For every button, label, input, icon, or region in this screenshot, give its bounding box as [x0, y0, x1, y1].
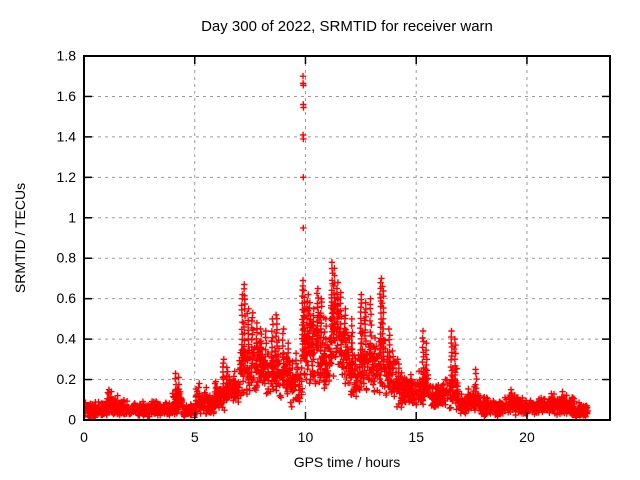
y-tick-label: 0.2	[57, 371, 77, 387]
x-axis-label: GPS time / hours	[294, 454, 401, 470]
y-tick-label: 0.8	[57, 250, 77, 266]
y-tick-label: 0.4	[57, 331, 77, 347]
x-tick-label: 15	[408, 429, 424, 445]
y-tick-label: 1.8	[57, 48, 77, 64]
y-tick-label: 1	[68, 209, 76, 225]
y-tick-labels: 0 0.2 0.4 0.6 0.8 1 1.2 1.4 1.6 1.8	[57, 48, 77, 428]
x-tick-label: 0	[80, 429, 88, 445]
plot-border	[83, 55, 611, 421]
axis-ticks	[83, 55, 610, 421]
x-tick-labels: 0 5 10 15 20	[80, 429, 535, 445]
scatter-points-srmtid	[83, 73, 591, 421]
y-tick-label: 0.6	[57, 290, 77, 306]
x-tick-label: 10	[298, 429, 314, 445]
y-tick-label: 1.4	[57, 128, 77, 144]
y-axis-label: SRMTID / TECUs	[12, 183, 28, 293]
x-tick-label: 5	[191, 429, 199, 445]
y-tick-label: 1.6	[57, 88, 77, 104]
y-tick-label: 0	[68, 412, 76, 428]
x-tick-label: 20	[519, 429, 535, 445]
chart-title: Day 300 of 2022, SRMTID for receiver war…	[201, 18, 493, 35]
y-tick-label: 1.2	[57, 169, 77, 185]
